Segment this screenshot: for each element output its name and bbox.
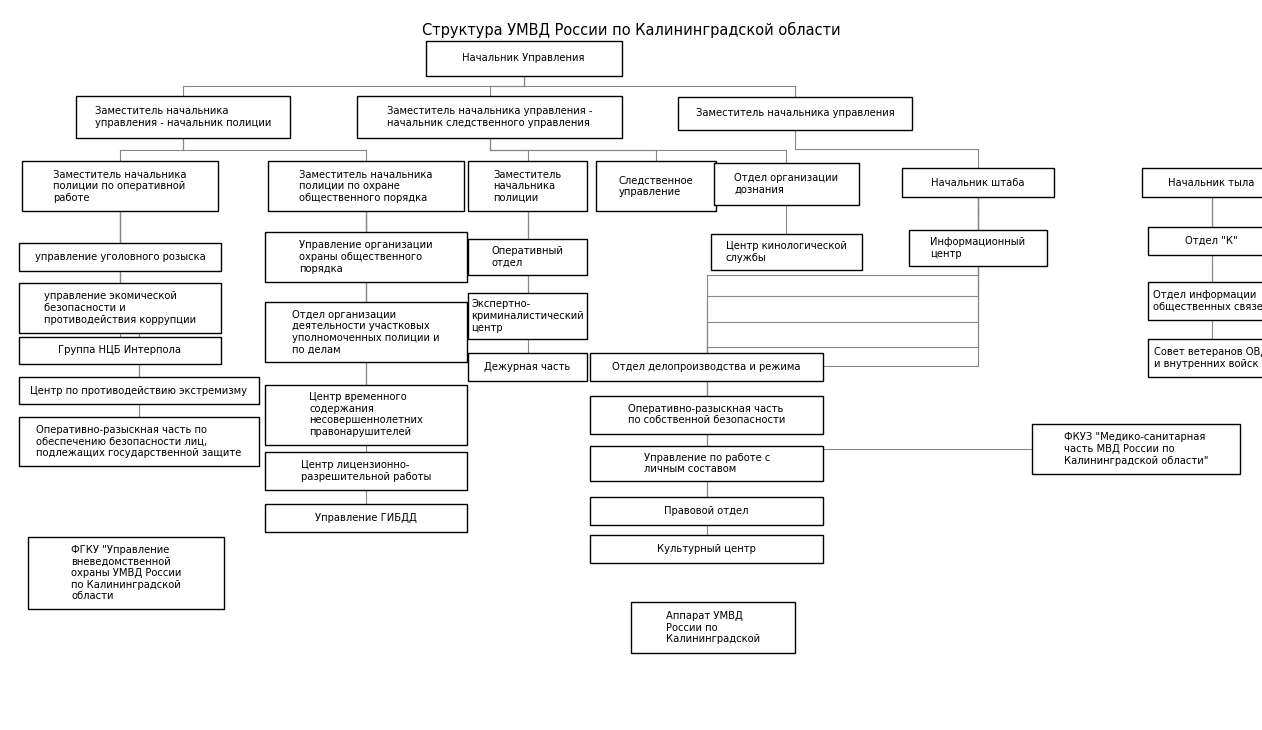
Text: Оперативно-разыскная часть
по собственной безопасности: Оперативно-разыскная часть по собственно…: [628, 404, 785, 426]
FancyBboxPatch shape: [19, 417, 259, 466]
Text: Центр временного
содержания
несовершеннолетних
правонарушителей: Центр временного содержания несовершенно…: [309, 392, 423, 437]
Text: Заместитель начальника
полиции по охране
общественного порядка: Заместитель начальника полиции по охране…: [299, 169, 433, 203]
Text: ФГКУ "Управление
вневедомственной
охраны УМВД России
по Калининградской
области: ФГКУ "Управление вневедомственной охраны…: [71, 545, 182, 602]
Text: Центр кинологической
службы: Центр кинологической службы: [726, 241, 847, 263]
FancyBboxPatch shape: [467, 353, 588, 381]
Text: Следственное
управление: Следственное управление: [618, 175, 694, 197]
Text: Отдел "К": Отдел "К": [1185, 236, 1238, 246]
FancyBboxPatch shape: [1032, 424, 1239, 474]
FancyBboxPatch shape: [591, 497, 824, 525]
Text: Дежурная часть: Дежурная часть: [485, 362, 570, 372]
Text: управление экомической
безопасности и
противодействия коррупции: управление экомической безопасности и пр…: [44, 291, 196, 325]
Text: Отдел делопроизводства и режима: Отдел делопроизводства и режима: [612, 362, 801, 372]
Text: Заместитель начальника управления -
начальник следственного управления: Заместитель начальника управления - нача…: [387, 106, 592, 128]
FancyBboxPatch shape: [714, 163, 858, 205]
Text: Совет ветеранов ОВД
и внутренних войск: Совет ветеранов ОВД и внутренних войск: [1155, 347, 1262, 369]
Text: Начальник Управления: Начальник Управления: [462, 53, 586, 64]
FancyBboxPatch shape: [265, 452, 467, 490]
Text: Управление по работе с
личным составом: Управление по работе с личным составом: [644, 453, 770, 475]
Text: Оперативно-разыскная часть по
обеспечению безопасности лиц,
подлежащих государст: Оперативно-разыскная часть по обеспечени…: [37, 425, 241, 458]
Text: Управление организации
охраны общественного
порядка: Управление организации охраны общественн…: [299, 240, 433, 274]
FancyBboxPatch shape: [902, 168, 1054, 197]
Text: Группа НЦБ Интерпола: Группа НЦБ Интерпола: [58, 345, 182, 356]
Text: Структура УМВД России по Калининградской области: Структура УМВД России по Калининградской…: [422, 22, 840, 38]
FancyBboxPatch shape: [265, 504, 467, 532]
FancyBboxPatch shape: [23, 161, 218, 211]
Text: Начальник тыла: Начальник тыла: [1169, 177, 1254, 188]
Text: ФКУЗ "Медико-санитарная
часть МВД России по
Калининградской области": ФКУЗ "Медико-санитарная часть МВД России…: [1064, 432, 1208, 466]
FancyBboxPatch shape: [19, 283, 221, 333]
Text: Заместитель
начальника
полиции: Заместитель начальника полиции: [493, 169, 562, 203]
Text: Аппарат УМВД
России по
Калининградской: Аппарат УМВД России по Калининградской: [666, 611, 760, 645]
FancyBboxPatch shape: [29, 537, 225, 609]
FancyBboxPatch shape: [467, 161, 588, 211]
Text: Отдел информации
общественных связей: Отдел информации общественных связей: [1153, 290, 1262, 312]
Text: Центр по противодействию экстремизму: Центр по противодействию экстремизму: [30, 385, 247, 396]
Text: Информационный
центр: Информационный центр: [930, 237, 1026, 259]
FancyBboxPatch shape: [265, 385, 467, 445]
FancyBboxPatch shape: [591, 535, 824, 563]
FancyBboxPatch shape: [711, 234, 862, 270]
FancyBboxPatch shape: [19, 337, 221, 364]
Text: Управление ГИБДД: Управление ГИБДД: [316, 513, 416, 523]
FancyBboxPatch shape: [265, 302, 467, 362]
FancyBboxPatch shape: [1148, 227, 1262, 255]
FancyBboxPatch shape: [19, 243, 221, 271]
FancyBboxPatch shape: [1148, 339, 1262, 377]
FancyBboxPatch shape: [591, 353, 824, 381]
Text: Центр лицензионно-
разрешительной работы: Центр лицензионно- разрешительной работы: [300, 460, 432, 482]
FancyBboxPatch shape: [268, 161, 463, 211]
Text: Экспертно-
криминалистический
центр: Экспертно- криминалистический центр: [471, 299, 584, 333]
FancyBboxPatch shape: [357, 96, 622, 138]
FancyBboxPatch shape: [597, 161, 717, 211]
FancyBboxPatch shape: [591, 396, 824, 434]
Text: Заместитель начальника управления: Заместитель начальника управления: [695, 108, 895, 118]
FancyBboxPatch shape: [76, 96, 290, 138]
Text: Правовой отдел: Правовой отдел: [665, 506, 748, 516]
Text: Заместитель начальника
полиции по оперативной
работе: Заместитель начальника полиции по операт…: [53, 169, 187, 203]
FancyBboxPatch shape: [1142, 168, 1262, 197]
FancyBboxPatch shape: [19, 377, 259, 404]
Text: Заместитель начальника
управления - начальник полиции: Заместитель начальника управления - нача…: [95, 106, 271, 128]
FancyBboxPatch shape: [1148, 282, 1262, 320]
FancyBboxPatch shape: [265, 232, 467, 282]
Text: Отдел организации
деятельности участковых
уполномоченных полиции и
по делам: Отдел организации деятельности участковы…: [293, 310, 439, 355]
FancyBboxPatch shape: [467, 239, 588, 275]
Text: Культурный центр: Культурный центр: [658, 544, 756, 554]
FancyBboxPatch shape: [909, 230, 1047, 266]
FancyBboxPatch shape: [591, 446, 824, 481]
FancyBboxPatch shape: [679, 96, 911, 130]
FancyBboxPatch shape: [425, 41, 621, 76]
Text: Начальник штаба: Начальник штаба: [931, 177, 1025, 188]
FancyBboxPatch shape: [467, 293, 588, 339]
FancyBboxPatch shape: [631, 602, 795, 653]
Text: Оперативный
отдел: Оперативный отдел: [492, 246, 563, 268]
Text: управление уголовного розыска: управление уголовного розыска: [34, 252, 206, 262]
Text: Отдел организации
дознания: Отдел организации дознания: [734, 173, 838, 195]
